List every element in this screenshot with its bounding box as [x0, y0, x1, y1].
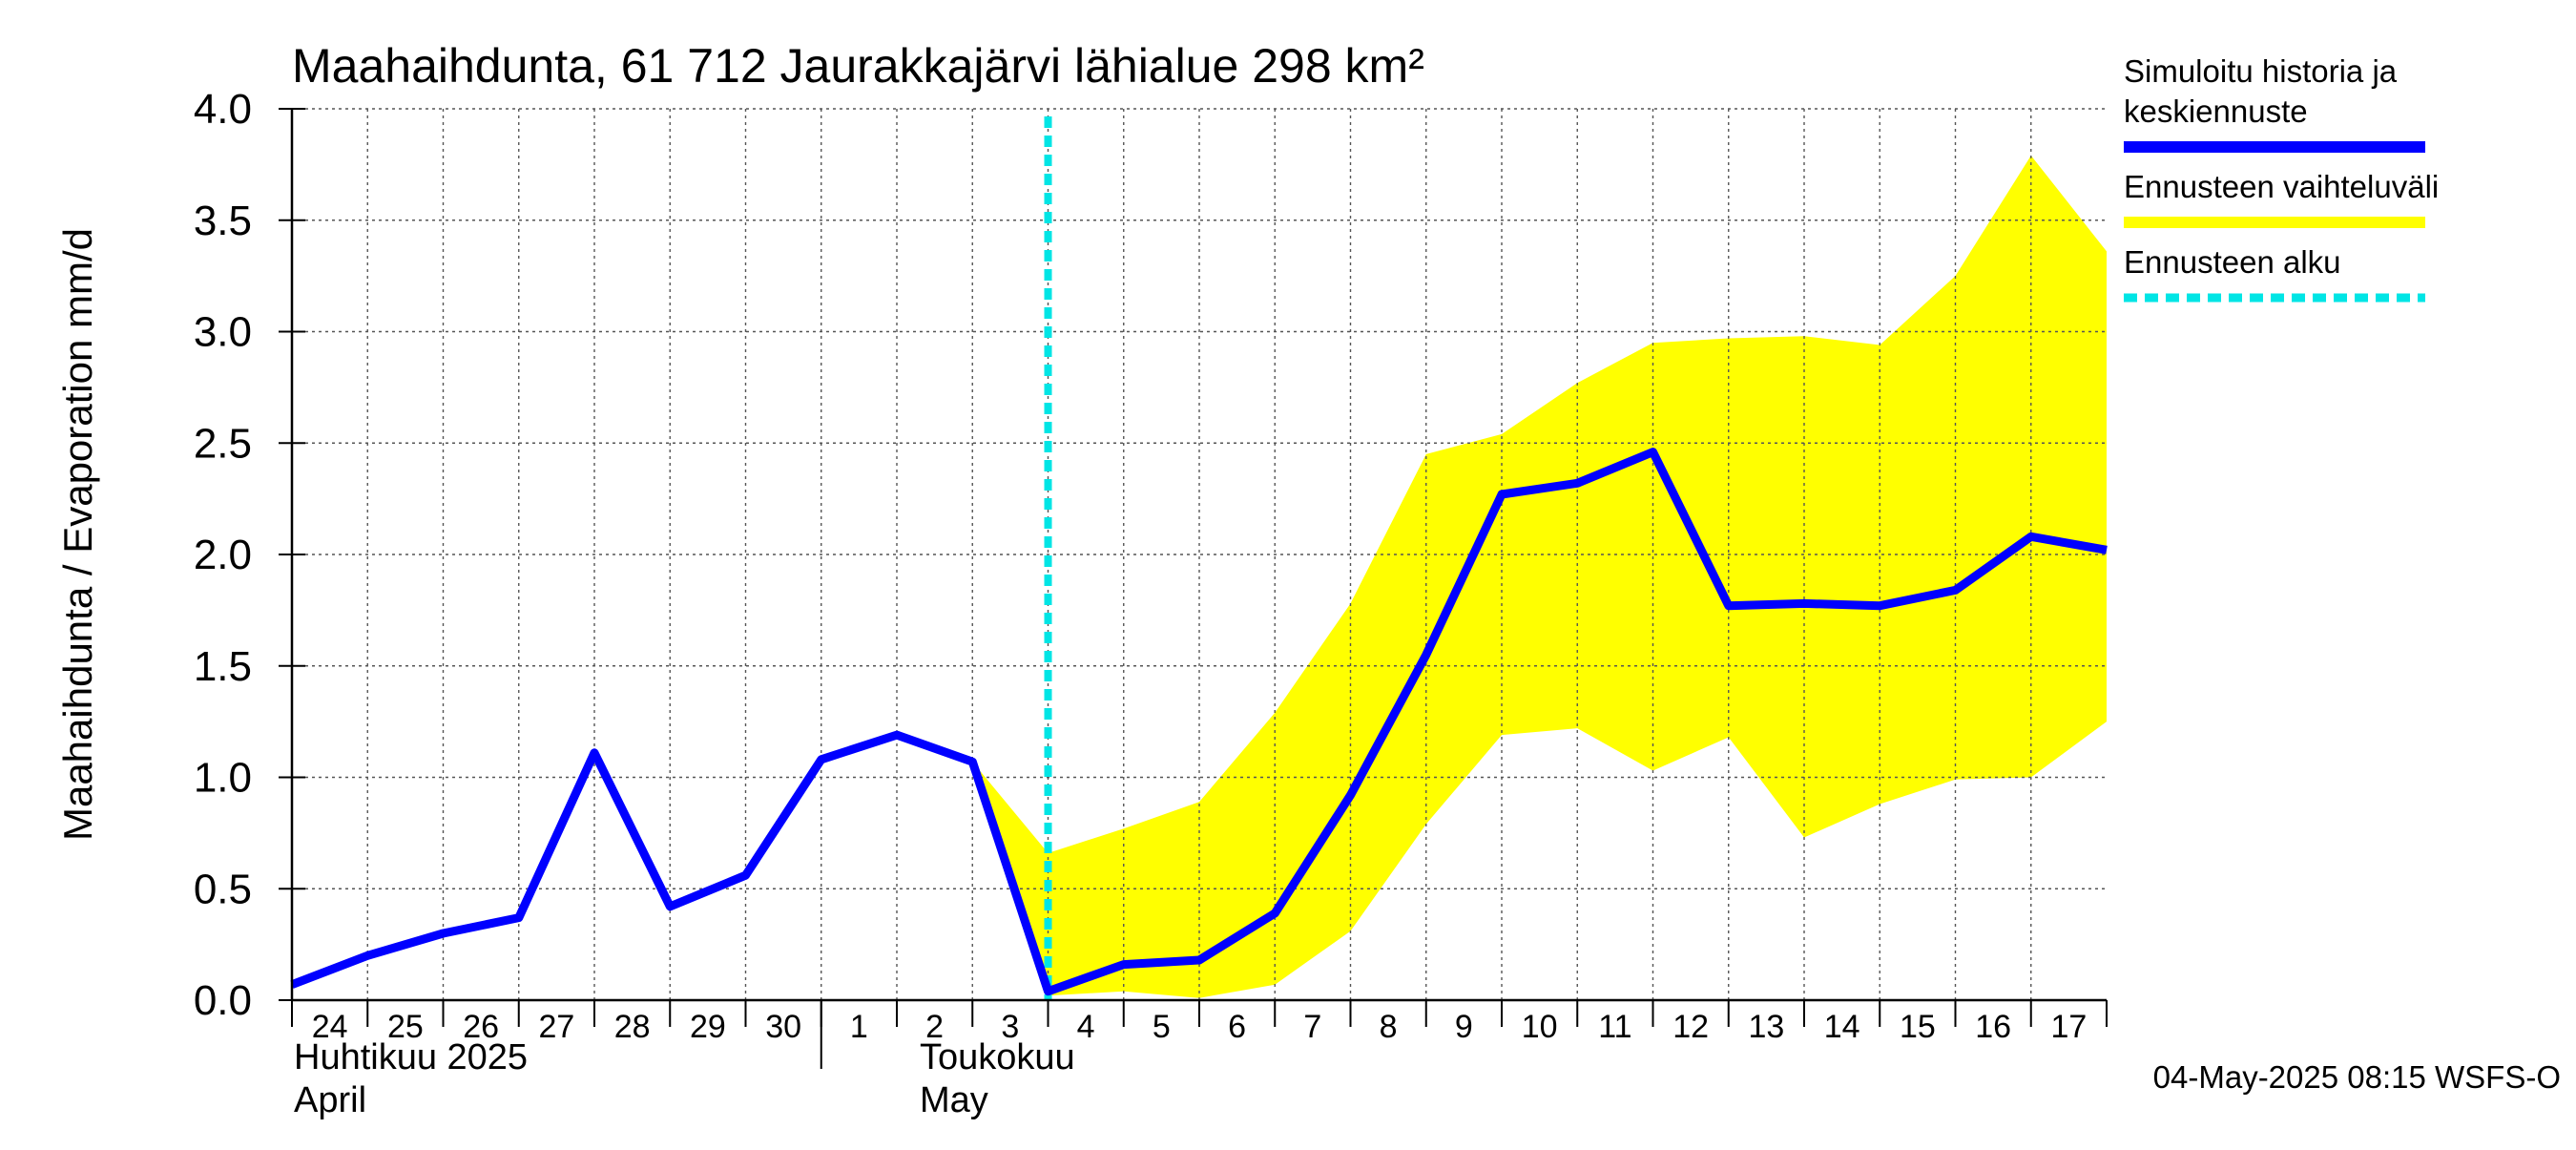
x-tick-label: 11	[1598, 1009, 1631, 1045]
y-tick-label: 2.5	[194, 420, 252, 467]
x-tick-label: 16	[1975, 1009, 2011, 1045]
x-tick-label: 30	[765, 1009, 801, 1045]
month-label-en: May	[920, 1080, 988, 1120]
y-tick-label: 0.5	[194, 866, 252, 912]
x-tick-label: 10	[1522, 1009, 1558, 1045]
legend-label: Simuloitu historia ja	[2124, 53, 2398, 89]
footer-timestamp: 04-May-2025 08:15 WSFS-O	[2153, 1059, 2561, 1095]
x-tick-label: 8	[1380, 1009, 1398, 1045]
y-axis-label: Maahaihdunta / Evaporation mm/d	[55, 228, 100, 841]
y-tick-label: 4.0	[194, 86, 252, 133]
y-tick-label: 3.0	[194, 309, 252, 356]
y-tick-labels: 0.0 0.5 1.0 1.5 2.0 2.5 3.0 3.5 4.0	[194, 86, 252, 1024]
y-tick-label: 1.0	[194, 755, 252, 802]
x-tick-label: 27	[538, 1009, 574, 1045]
x-tick-label: 5	[1153, 1009, 1171, 1045]
x-tick-label: 17	[2050, 1009, 2087, 1045]
y-tick-label: 2.0	[194, 532, 252, 578]
legend-label: Ennusteen alku	[2124, 244, 2341, 280]
x-tick-label: 28	[614, 1009, 651, 1045]
x-tick-label: 7	[1303, 1009, 1321, 1045]
x-tick-label: 6	[1228, 1009, 1246, 1045]
y-tick-label: 0.0	[194, 977, 252, 1024]
legend-label: Ennusteen vaihteluväli	[2124, 169, 2439, 204]
y-tick-label: 3.5	[194, 198, 252, 244]
x-tick-label: 13	[1748, 1009, 1784, 1045]
x-tick-label: 14	[1824, 1009, 1860, 1045]
x-tick-label: 12	[1672, 1009, 1709, 1045]
month-label-fi: Toukokuu	[920, 1037, 1075, 1077]
month-label-fi: Huhtikuu 2025	[294, 1037, 528, 1077]
x-tick-label: 1	[850, 1009, 868, 1045]
month-label-en: April	[294, 1080, 366, 1120]
x-tick-label: 4	[1077, 1009, 1095, 1045]
x-tick-label: 29	[690, 1009, 726, 1045]
x-tick-label: 15	[1900, 1009, 1936, 1045]
legend-label: keskiennuste	[2124, 94, 2308, 129]
chart-title: Maahaihdunta, 61 712 Jaurakkajärvi lähia…	[292, 39, 1424, 93]
x-tick-label: 9	[1455, 1009, 1473, 1045]
y-tick-label: 1.5	[194, 643, 252, 690]
